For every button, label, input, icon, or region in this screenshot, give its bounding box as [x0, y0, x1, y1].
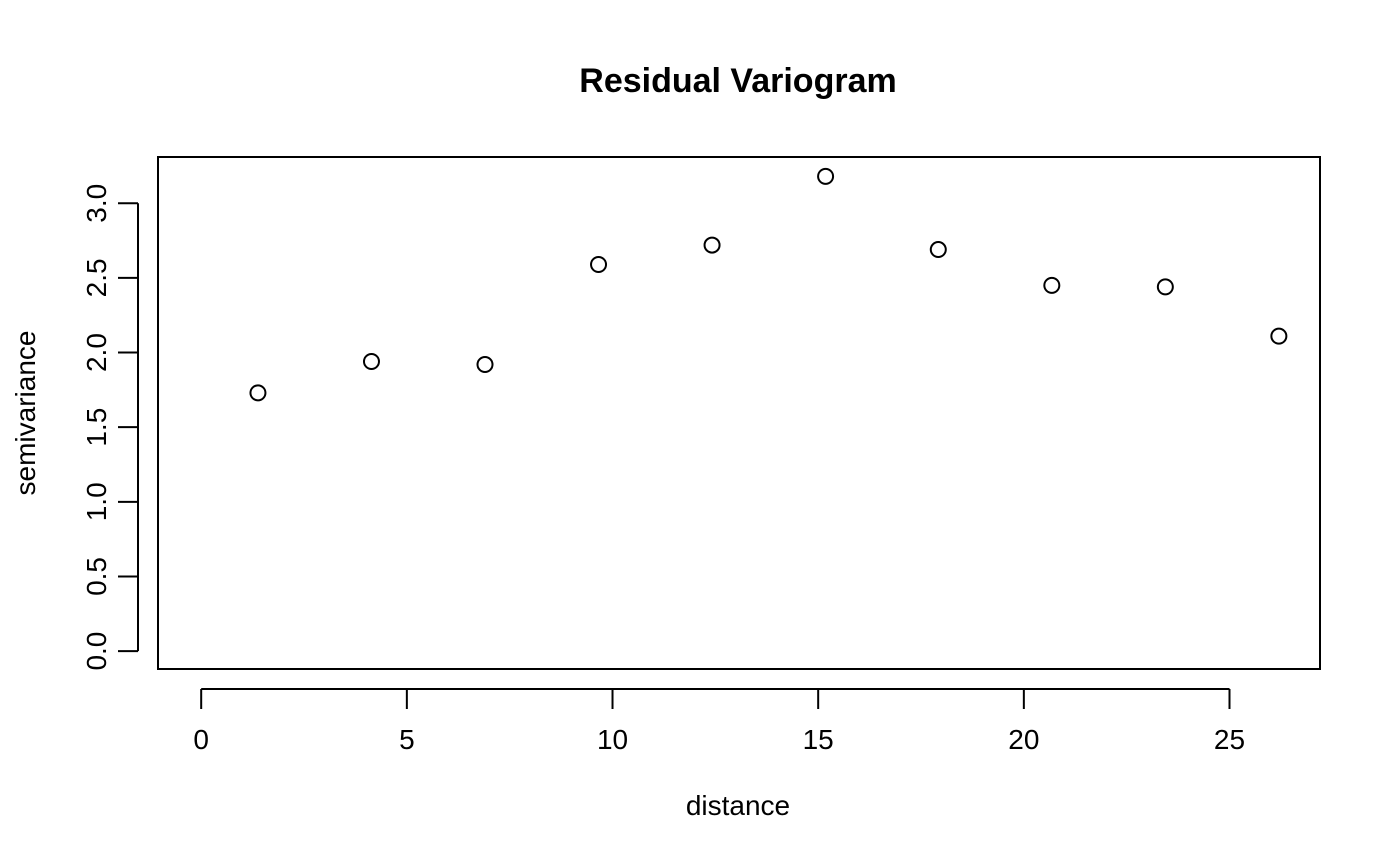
chart-title: Residual Variogram	[579, 62, 896, 100]
data-point	[1270, 327, 1288, 345]
data-point	[1156, 278, 1174, 296]
data-points	[249, 167, 1288, 402]
y-tick-label: 0.0	[81, 632, 112, 671]
data-point	[362, 353, 380, 371]
y-axis: 0.0 0.5 1.0 1.5 2.0 2.5 3.0	[81, 184, 139, 671]
y-tick-label: 1.0	[81, 482, 112, 521]
y-tick-label: 3.0	[81, 184, 112, 223]
data-point	[703, 236, 721, 254]
plot-frame	[157, 156, 1321, 670]
y-tick-label: 2.5	[81, 258, 112, 297]
y-tick-label: 2.0	[81, 333, 112, 372]
x-tick-label: 0	[193, 724, 209, 755]
x-tick-label: 10	[597, 724, 628, 755]
x-axis: 0 5 10 15 20 25	[193, 688, 1245, 755]
data-point	[476, 355, 494, 373]
y-tick-label: 1.5	[81, 408, 112, 447]
x-tick-label: 15	[803, 724, 834, 755]
x-tick-label: 20	[1008, 724, 1039, 755]
data-point	[249, 384, 267, 402]
x-tick-label: 5	[399, 724, 415, 755]
data-point	[817, 167, 835, 185]
data-point	[929, 241, 947, 259]
y-tick-label: 0.5	[81, 557, 112, 596]
data-point	[1043, 276, 1061, 294]
y-axis-label: semivariance	[10, 331, 41, 496]
x-tick-label: 25	[1214, 724, 1245, 755]
data-point	[590, 255, 608, 273]
x-axis-label: distance	[686, 790, 790, 821]
